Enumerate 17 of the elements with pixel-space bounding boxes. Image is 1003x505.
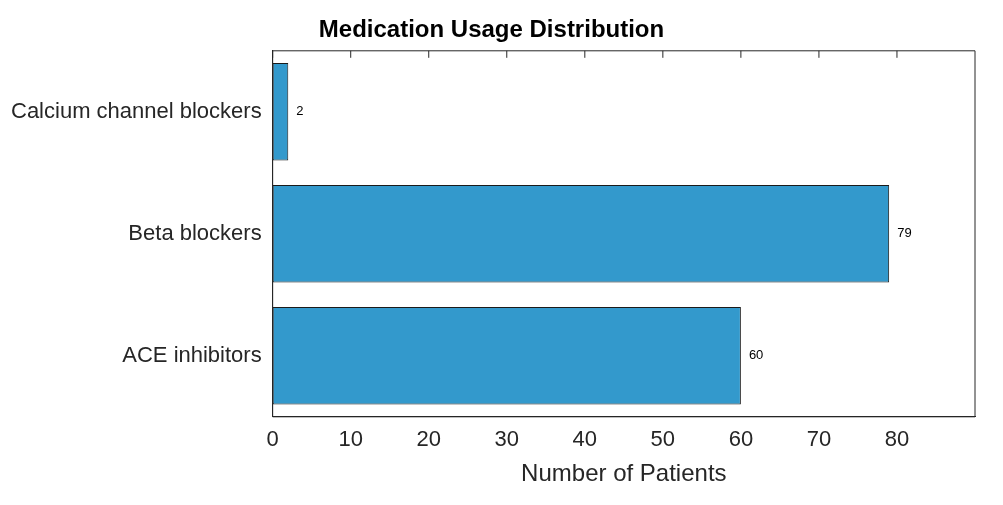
data-label: 79 [897, 225, 912, 241]
x-tick-label: 50 [650, 426, 676, 452]
data-label: 60 [748, 347, 764, 363]
y-tick-label: Beta blockers [128, 219, 262, 245]
y-tick-label: Calcium channel blockers [11, 97, 262, 123]
x-tick-label: 60 [728, 426, 754, 452]
x-axis-title: Number of Patients [521, 459, 727, 487]
x-tick-label: 30 [494, 426, 520, 452]
chart-title: Medication Usage Distribution [318, 15, 665, 43]
x-tick-label: 10 [338, 426, 363, 452]
x-tick-label: 20 [416, 426, 441, 452]
x-tick-label: 70 [806, 426, 832, 452]
data-label: 2 [296, 103, 304, 119]
y-tick-label: ACE inhibitors [122, 341, 262, 367]
x-tick-label: 40 [572, 426, 598, 452]
x-tick-label: 0 [266, 426, 279, 452]
x-tick-label: 80 [884, 426, 910, 452]
